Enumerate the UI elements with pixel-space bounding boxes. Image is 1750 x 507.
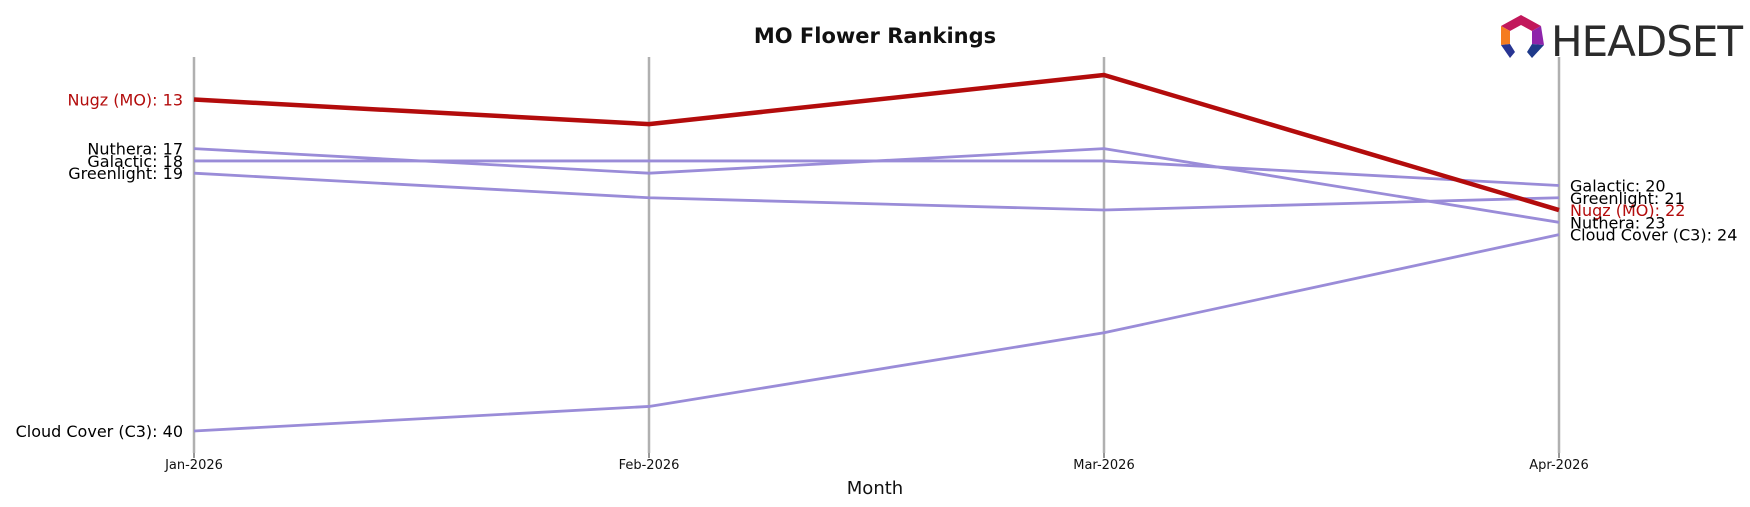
headset-hexagon-logo-icon — [1501, 15, 1544, 58]
end-label-cloud-cover-c3-: Cloud Cover (C3): 24 — [1570, 226, 1737, 245]
logo-wordmark: HEADSET — [1551, 17, 1743, 66]
end-label-greenlight: Greenlight: 21 — [1570, 189, 1685, 208]
x-tick-label: Feb-2026 — [619, 458, 680, 473]
end-label-nugz-mo-: Nugz (MO): 22 — [1570, 201, 1685, 220]
x-tick-label: Jan-2026 — [164, 458, 223, 473]
end-label-galactic: Galactic: 20 — [1570, 176, 1666, 195]
series-line-galactic — [194, 159, 1560, 187]
x-tick-label: Mar-2026 — [1073, 458, 1134, 473]
headset-logo: HEADSET — [1501, 15, 1744, 66]
chart-title: MO Flower Rankings — [754, 24, 996, 48]
series-lines — [193, 72, 1560, 433]
series-line-greenlight — [193, 171, 1560, 212]
start-label-cloud-cover-c3-: Cloud Cover (C3): 40 — [16, 422, 183, 441]
end-label-nuthera: Nuthera: 23 — [1570, 213, 1666, 232]
start-label-nuthera: Nuthera: 17 — [87, 140, 183, 159]
series-line-nugz-mo- — [193, 72, 1560, 213]
x-tick-label: Apr-2026 — [1529, 458, 1588, 473]
x-tick-labels: Jan-2026 Feb-2026 Mar-2026 Apr-2026 — [164, 458, 1589, 473]
start-label-greenlight: Greenlight: 19 — [68, 164, 183, 183]
x-axis-label: Month — [847, 478, 903, 499]
start-label-galactic: Galactic: 18 — [87, 152, 183, 171]
series-line-cloud-cover-c3- — [193, 233, 1560, 433]
month-gridlines — [192, 57, 1561, 458]
start-label-nugz-mo-: Nugz (MO): 13 — [68, 91, 183, 110]
